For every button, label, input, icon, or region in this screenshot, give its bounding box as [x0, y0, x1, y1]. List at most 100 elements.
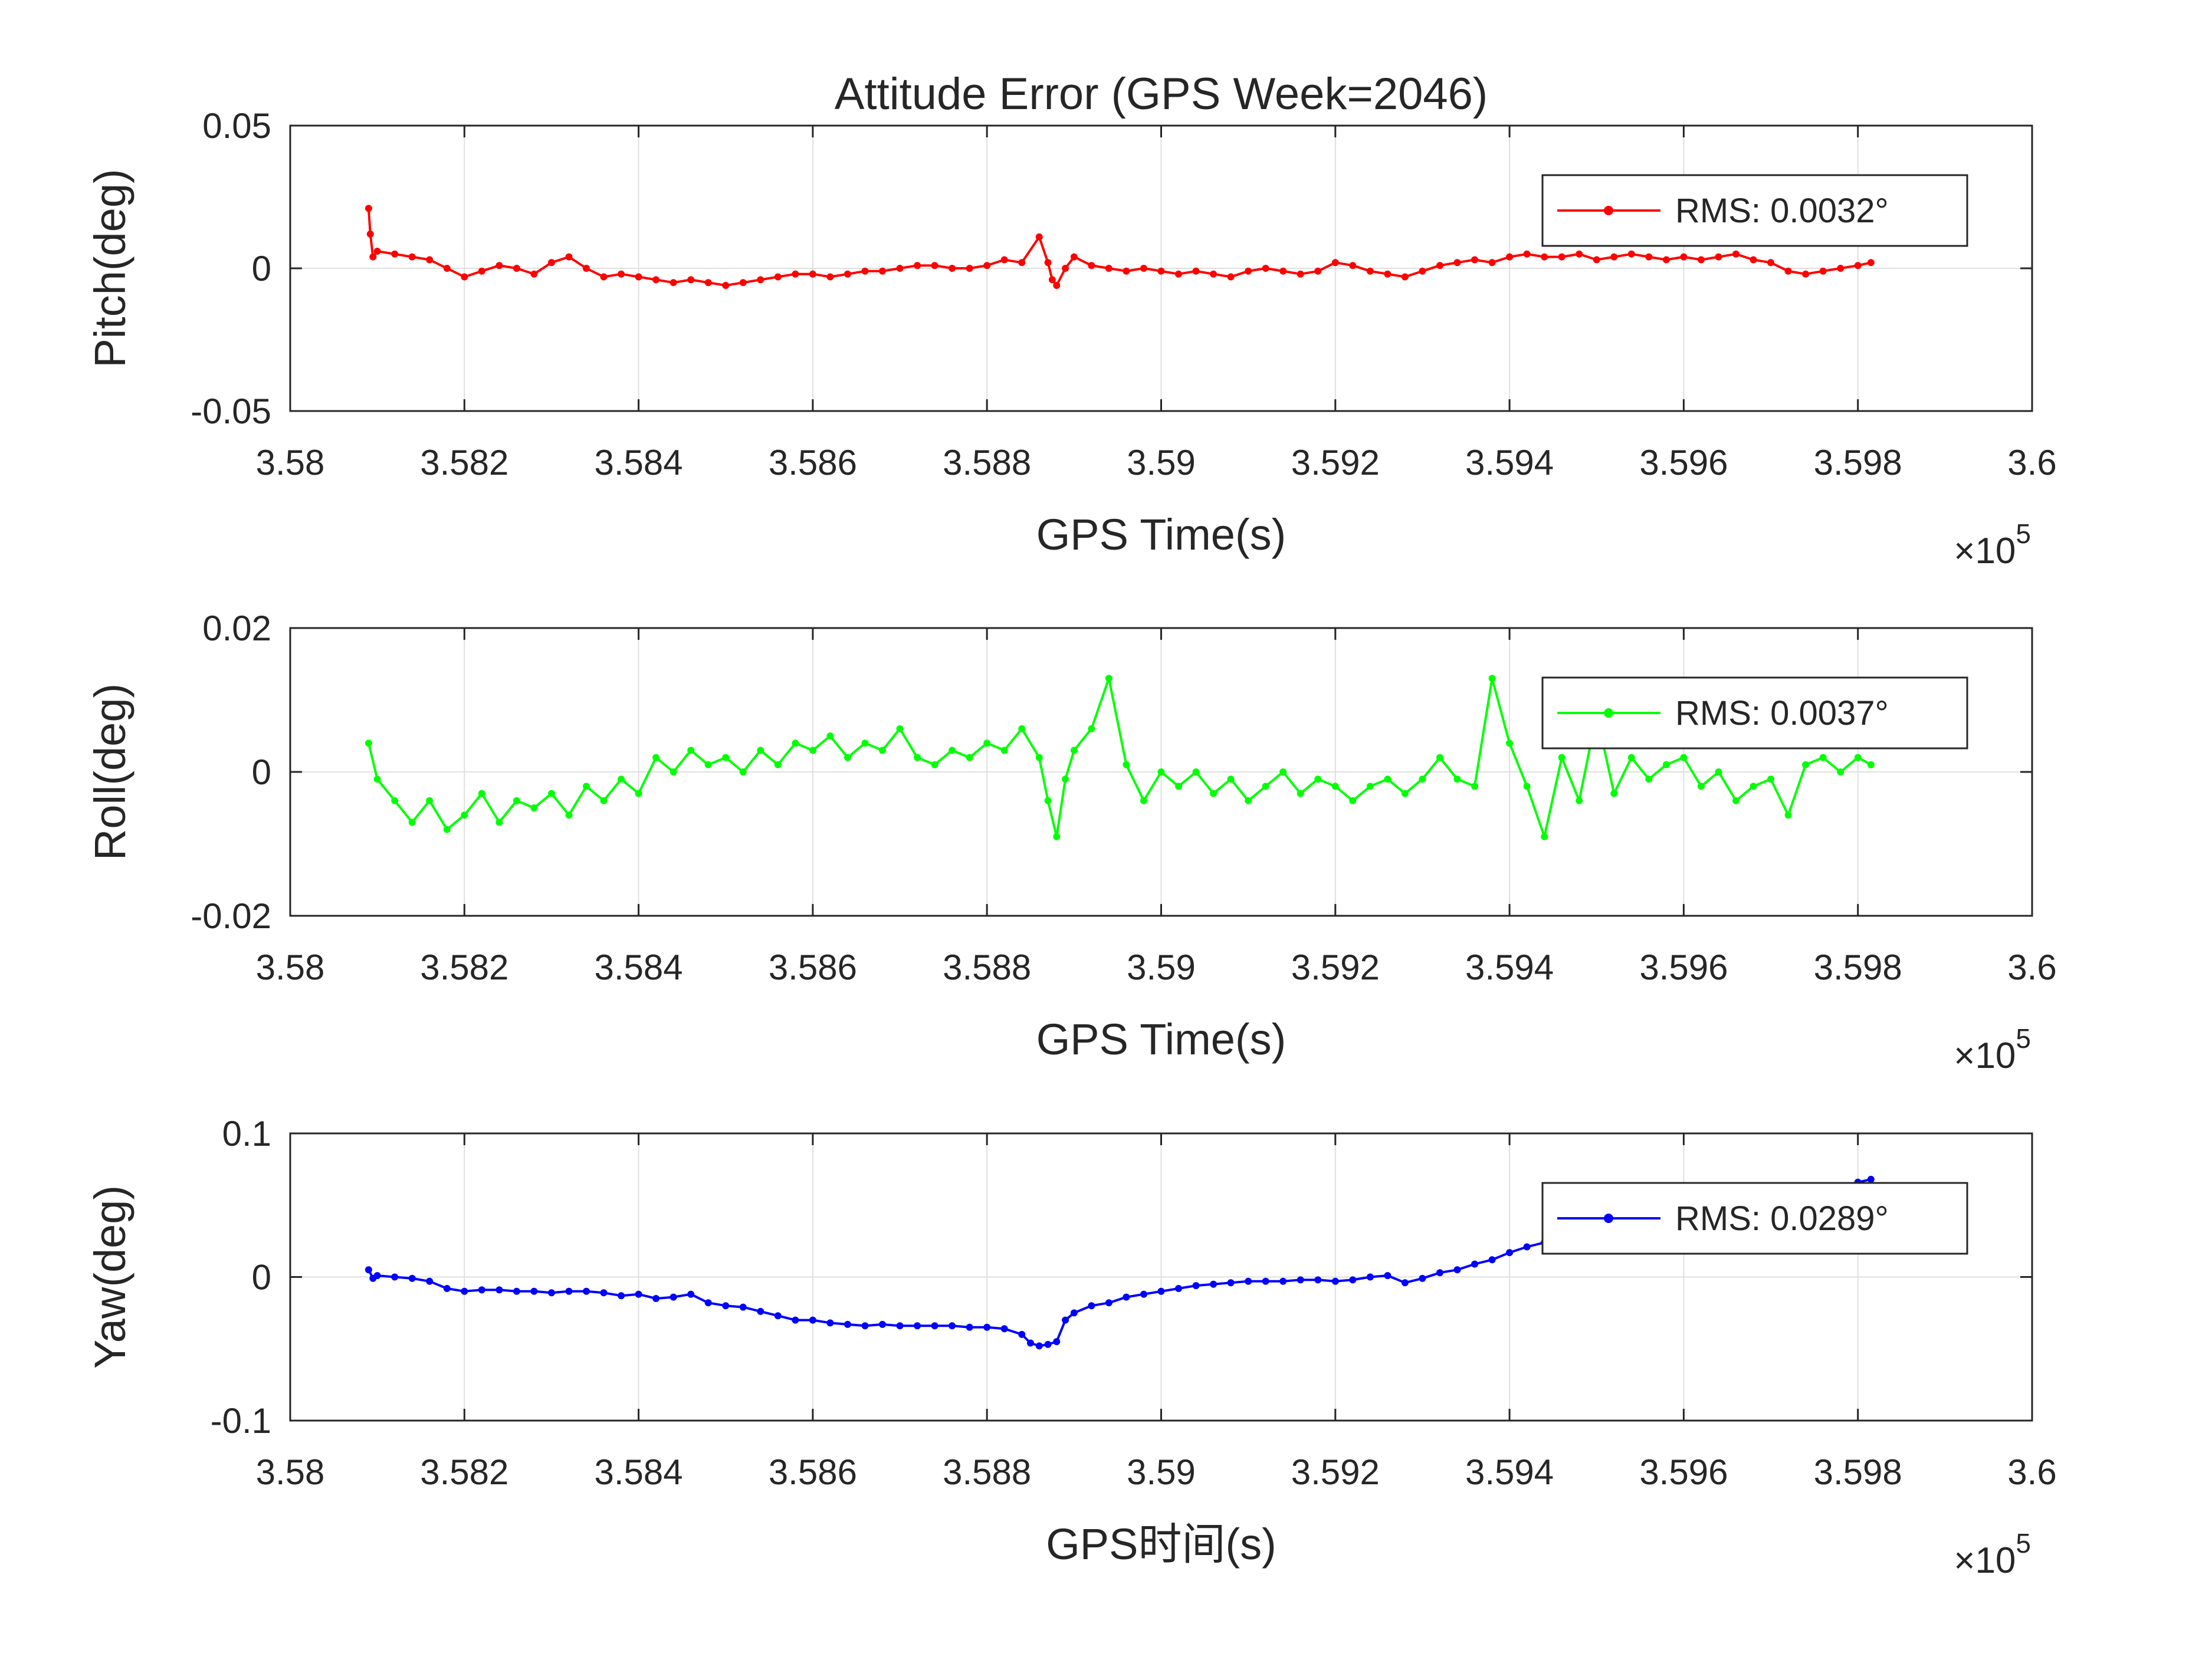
data-point — [495, 819, 503, 826]
data-point — [914, 262, 921, 269]
data-point — [1070, 747, 1078, 754]
data-point — [774, 761, 782, 768]
data-point — [739, 1303, 747, 1311]
data-point — [1558, 754, 1566, 761]
data-point — [1767, 259, 1774, 267]
data-point — [366, 230, 374, 238]
data-point — [687, 747, 695, 754]
x-tick-label: 3.586 — [769, 1452, 857, 1492]
data-point — [1662, 256, 1670, 264]
data-point — [1750, 783, 1757, 790]
data-point — [669, 768, 677, 775]
data-point — [1062, 265, 1069, 272]
data-point — [1715, 768, 1722, 775]
data-point — [1366, 267, 1374, 275]
data-point — [1044, 1340, 1052, 1348]
data-point — [443, 1285, 451, 1292]
data-point — [600, 273, 608, 281]
data-point — [1488, 1256, 1496, 1264]
data-point — [1062, 775, 1069, 783]
data-point — [1558, 253, 1566, 261]
data-point — [408, 253, 416, 261]
data-point — [949, 747, 956, 754]
data-point — [739, 768, 747, 775]
x-tick-label: 3.6 — [2007, 1452, 2056, 1492]
data-point — [983, 739, 991, 747]
data-point — [1245, 267, 1252, 275]
data-point — [1053, 282, 1061, 289]
data-point — [618, 1292, 625, 1300]
data-point — [1070, 1309, 1078, 1317]
data-point — [1488, 675, 1496, 682]
data-point — [1227, 1279, 1235, 1287]
x-tick-label: 3.586 — [769, 948, 857, 987]
data-point — [1314, 775, 1322, 783]
x-axis-label: GPS Time(s) — [1036, 1015, 1286, 1064]
subplot-panels: 3.58 3.582 3.584 3.586 3.588 3.59 3.592 3.594 3.… — [86, 106, 2057, 1581]
data-point — [757, 747, 764, 754]
data-point — [1123, 1293, 1130, 1301]
data-point — [1053, 1338, 1061, 1346]
data-point — [478, 790, 485, 797]
x-tick-label: 3.592 — [1291, 443, 1380, 482]
data-point — [1401, 790, 1409, 797]
data-point — [1819, 267, 1827, 275]
data-point — [1297, 270, 1304, 278]
data-point — [1227, 273, 1235, 281]
data-point — [1523, 783, 1531, 790]
data-point — [1506, 739, 1514, 747]
x-tick-label: 3.588 — [943, 443, 1031, 482]
data-point — [914, 754, 921, 761]
data-point — [1715, 253, 1722, 261]
data-point — [1192, 267, 1200, 275]
data-point — [1210, 790, 1217, 797]
x-tick-label: 3.588 — [943, 948, 1031, 987]
data-point — [1210, 270, 1217, 278]
data-point — [1523, 1243, 1531, 1251]
data-point — [1767, 775, 1774, 783]
data-point — [373, 775, 381, 783]
y-axis-label: Yaw(deg) — [86, 1185, 134, 1369]
subplot-roll: 3.58 3.582 3.584 3.586 3.588 3.59 3.592 3.594 3.… — [86, 609, 2057, 1076]
data-point — [1349, 262, 1357, 269]
x-tick-label: 3.598 — [1814, 1452, 1902, 1492]
data-point — [583, 1287, 590, 1295]
x-tick-label: 3.594 — [1465, 443, 1554, 482]
data-point — [652, 276, 660, 284]
data-point — [1048, 276, 1056, 284]
data-point — [1088, 262, 1095, 269]
y-tick-label: 0 — [252, 752, 271, 792]
data-point — [1044, 259, 1052, 267]
x-tick-label: 3.59 — [1127, 443, 1196, 482]
data-point — [1349, 1276, 1357, 1284]
data-point — [1035, 754, 1043, 761]
data-point — [983, 262, 991, 269]
data-point — [896, 725, 904, 732]
data-point — [1436, 754, 1443, 761]
data-point — [1837, 265, 1845, 272]
data-point — [1384, 1272, 1391, 1280]
data-point — [1784, 811, 1792, 819]
data-point — [861, 1322, 869, 1330]
data-point — [1593, 256, 1600, 264]
data-point — [365, 1266, 372, 1274]
data-point — [861, 267, 869, 275]
data-point — [1175, 270, 1182, 278]
x-axis-exponent: ×105 — [1954, 1528, 2031, 1581]
data-point — [1436, 1269, 1443, 1277]
data-point — [1105, 1299, 1112, 1307]
x-tick-label: 3.598 — [1814, 948, 1902, 987]
data-point — [583, 265, 590, 272]
data-point — [600, 797, 608, 804]
data-point — [1018, 1330, 1026, 1338]
data-point — [513, 797, 520, 804]
data-point — [495, 262, 503, 269]
data-point — [652, 754, 660, 761]
x-tick-label: 3.594 — [1465, 1452, 1554, 1492]
legend-label: RMS: 0.0037° — [1675, 694, 1889, 732]
y-tick-label: 0.02 — [202, 609, 271, 648]
data-point — [1802, 761, 1810, 768]
data-point — [369, 253, 377, 261]
data-point — [530, 270, 538, 278]
data-point — [1245, 797, 1252, 804]
